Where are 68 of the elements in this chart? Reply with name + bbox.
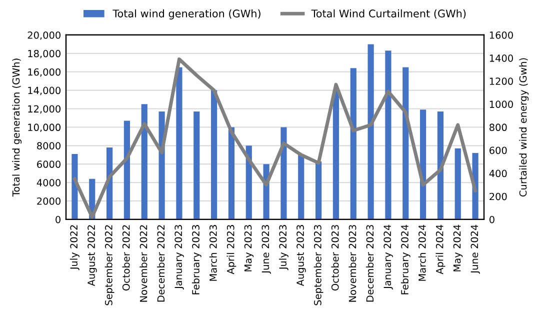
bar [420,110,426,220]
x-tick-label: April 2024 [436,224,446,274]
x-tick-label: December 2023 [366,225,374,302]
x-tick-label: March 2023 [209,225,217,281]
bar [280,127,287,220]
x-tick-label: July 2022 [70,225,80,270]
x-tick-label: October 2023 [331,225,339,290]
y-tick-label: 8000 [37,142,60,150]
bar [332,90,340,220]
x-tick-label: September 2022 [104,225,114,306]
x-tick-label: November 2022 [140,225,148,302]
bar [454,148,461,220]
y-tick-label: 16,000 [28,68,60,77]
y-tick-label: 14,000 [28,86,60,96]
line-series [72,57,478,219]
x-tick-label: June 2024 [470,224,480,274]
bar [350,68,356,220]
x-tick-label: September 2023 [314,225,324,306]
x-tick-label: December 2022 [157,225,165,302]
y-tick-label: 6000 [37,160,60,168]
bar [298,154,304,220]
x-tick-label: January 2024 [384,224,393,290]
bar [228,127,235,220]
y-tick-label: 0 [56,216,60,224]
x-tick-label: August 2023 [296,225,306,286]
x-tick-label: March 2024 [418,224,426,281]
x-tick-label: May 2023 [244,225,254,272]
y2-tick-label: 200 [490,192,507,200]
y2-tick-label: 600 [490,146,507,154]
y-tick-label: 10,000 [28,124,60,132]
x-tick-label: January 2023 [174,225,184,290]
bar [246,146,252,220]
bar [402,67,409,220]
bar [176,67,182,220]
y2-tick-label: 1400 [490,54,513,62]
x-tick-label: May 2024 [453,224,463,272]
x-tick-label: February 2023 [192,225,202,294]
bar [368,44,374,220]
x-tick-label: July 2023 [279,225,288,270]
y2-tick-label: 800 [490,124,507,132]
bar [437,112,444,220]
x-tick-label: August 2022 [88,225,97,286]
y2-tick-label: 400 [489,170,507,178]
y-axis-title: Total wind generation (GWh) [12,58,22,197]
y-tick-label: 12,000 [28,105,60,114]
bar [72,154,78,220]
bar [124,120,130,220]
x-tick-label: June 2023 [262,225,271,274]
y2-tick-label: 1600 [490,31,513,39]
x-tick-label: April 2023 [226,225,236,274]
legend-label: Total wind generation (GWh) [112,9,260,20]
y2-tick-label: 0 [490,216,494,224]
bar [210,90,218,220]
legend-label: Total Wind Curtailment (GWh) [311,9,466,19]
y2-tick-label: 1000 [490,100,513,108]
y-tick-label: 18,000 [28,50,60,58]
x-tick-label: February 2024 [400,224,410,294]
bar [315,161,322,220]
y2-tick-label: 1200 [490,78,513,85]
y-tick-label: 4000 [36,179,60,186]
x-tick-label: October 2022 [122,225,130,290]
x-tick-label: November 2023 [348,225,356,302]
bar [385,50,392,220]
y-tick-label: 20,000 [28,31,60,40]
y-tick-label: 2000 [37,197,60,205]
y2-axis-title: Curtailed wind energy (Gwh) [519,58,529,196]
bar [141,104,148,220]
bar [194,112,200,220]
